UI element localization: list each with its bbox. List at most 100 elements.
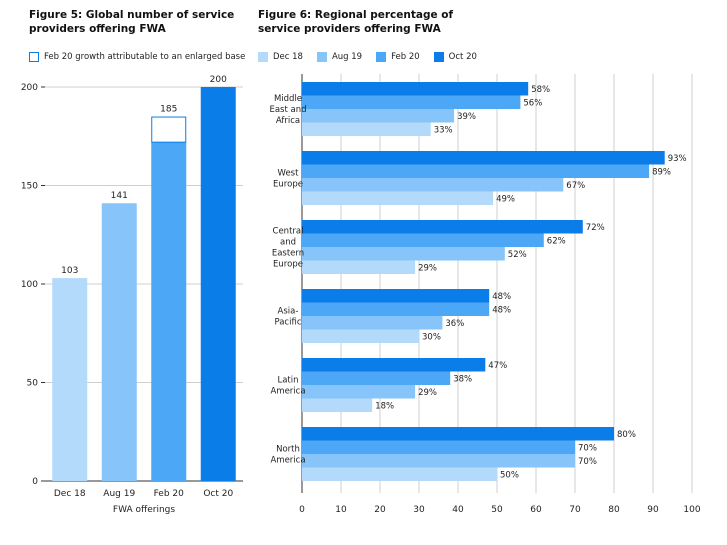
legend-item-aug19: Aug 19 [316, 52, 363, 62]
legend-swatch-enlarged-base [29, 52, 39, 62]
category-label: Middle [274, 94, 302, 104]
legend-item-feb20: Feb 20 [376, 52, 420, 62]
legend-swatch-aug19 [316, 52, 327, 62]
x-tick-label: Dec 18 [54, 489, 86, 499]
bar-aug19 [302, 316, 443, 330]
bar-value-label: 52% [508, 250, 527, 260]
bar-aug19 [302, 385, 416, 399]
bar-value-label: 93% [668, 154, 687, 164]
x-tick-label: 80 [608, 505, 620, 515]
bar-value-label: 200 [210, 75, 227, 85]
bar-value-label: 70% [578, 457, 597, 467]
bar-oct20 [302, 289, 490, 303]
category-label: Central [273, 227, 304, 237]
figure-5-legend: Feb 20 growth attributable to an enlarge… [29, 52, 245, 62]
y-tick-label: 150 [21, 182, 38, 192]
x-tick-label: 50 [491, 505, 503, 515]
bar-dec18 [302, 260, 416, 274]
bar-feb20 [302, 233, 544, 247]
bar-value-label: 103 [61, 266, 78, 276]
category-label: West [278, 169, 300, 179]
bar-aug19 [302, 247, 505, 261]
bar-value-label: 70% [578, 444, 597, 454]
figure-6-bar-chart: 0 10 20 30 40 50 60 70 80 90 100 58% 56% 39% 33% Middle… [269, 74, 701, 515]
bar-value-label: 56% [523, 99, 542, 109]
category-label: Europe [273, 260, 303, 270]
bar-value-label: 80% [617, 430, 636, 440]
figure-5-bar-chart: 0 50 100 150 200 103 Dec 18 141 Aug 19 185 Feb 20 2… [21, 75, 243, 515]
category-label: East and [269, 105, 306, 115]
bar-value-label: 38% [453, 375, 472, 385]
legend-label-enlarged-base: Feb 20 growth attributable to an enlarge… [44, 52, 246, 62]
x-tick-label: Oct 20 [203, 489, 233, 499]
bar-value-label: 47% [488, 361, 507, 371]
category-label: America [270, 456, 305, 466]
bar-value-label: 29% [418, 264, 437, 274]
bar-aug19 [302, 178, 564, 192]
bar-feb20 [302, 371, 451, 385]
bar-value-label: 72% [586, 223, 605, 233]
category-label: Europe [273, 180, 303, 190]
x-tick-label: 10 [335, 505, 347, 515]
bar-value-label: 29% [418, 388, 437, 398]
bar-feb20 [302, 302, 490, 316]
bar-feb20-enlarged-base [151, 116, 187, 143]
y-tick-label: 200 [21, 83, 38, 93]
bar-feb20-base [151, 142, 187, 481]
x-axis-label: FWA offerings [113, 505, 175, 515]
bar-value-label: 18% [375, 402, 394, 412]
figure-6-title: Figure 6: Regional percentage of service… [258, 8, 518, 36]
bar-oct20 [302, 427, 614, 441]
bar-dec18 [302, 329, 419, 343]
figure-6-title-line2: service providers offering FWA [258, 23, 441, 35]
legend-label-feb20: Feb 20 [391, 52, 420, 62]
x-tick-label: 60 [530, 505, 542, 515]
category-label: and [280, 238, 296, 248]
category-label: Asia- [278, 307, 299, 317]
legend-label-oct20: Oct 20 [448, 52, 477, 62]
bar-value-label: 141 [111, 191, 128, 201]
y-tick-label: 0 [32, 477, 38, 487]
x-tick-label: Feb 20 [154, 489, 185, 499]
y-tick-label: 100 [21, 280, 38, 290]
bar-value-label: 185 [160, 105, 177, 115]
bar-value-label: 50% [500, 471, 519, 481]
bar-feb20 [302, 95, 521, 109]
bar-feb20 [302, 164, 650, 178]
x-tick-label: 90 [647, 505, 659, 515]
bar-oct20 [302, 82, 529, 96]
bar-dec18 [302, 122, 431, 136]
bar-value-label: 58% [531, 85, 550, 95]
bar-aug19 [302, 109, 455, 123]
bar-oct20 [302, 151, 665, 165]
legend-label-aug19: Aug 19 [331, 52, 363, 62]
category-label: Pacific [274, 318, 301, 328]
legend-swatch-feb20 [376, 52, 387, 62]
legend-item-dec18: Dec 18 [258, 52, 303, 62]
bar-value-label: 62% [547, 237, 566, 247]
x-tick-label: 30 [413, 505, 425, 515]
bar-oct20 [302, 220, 583, 234]
bar-value-label: 48% [492, 292, 511, 302]
x-tick-label: 20 [374, 505, 386, 515]
bar-oct20 [200, 87, 236, 481]
figure-6-legend: Dec 18 Aug 19 Feb 20 Oct 20 [258, 52, 491, 62]
legend-item-oct20: Oct 20 [433, 52, 477, 62]
x-tick-label: Aug 19 [103, 489, 135, 499]
bar-oct20 [302, 358, 486, 372]
category-label: Africa [276, 116, 300, 126]
bar-value-label: 33% [434, 126, 453, 136]
figure-5-title-line2: providers offering FWA [29, 23, 166, 35]
bar-value-label: 36% [445, 319, 464, 329]
x-tick-label: 40 [452, 505, 464, 515]
bar-value-label: 48% [492, 306, 511, 316]
category-label: America [270, 387, 305, 397]
bar-value-label: 89% [652, 168, 671, 178]
y-tick-label: 50 [27, 379, 39, 389]
x-tick-label: 100 [683, 505, 700, 515]
bar-dec18 [302, 191, 494, 205]
category-label: Eastern [272, 249, 304, 259]
bar-aug19 [302, 454, 575, 468]
x-tick-label: 0 [299, 505, 305, 515]
legend-label-dec18: Dec 18 [273, 52, 303, 62]
